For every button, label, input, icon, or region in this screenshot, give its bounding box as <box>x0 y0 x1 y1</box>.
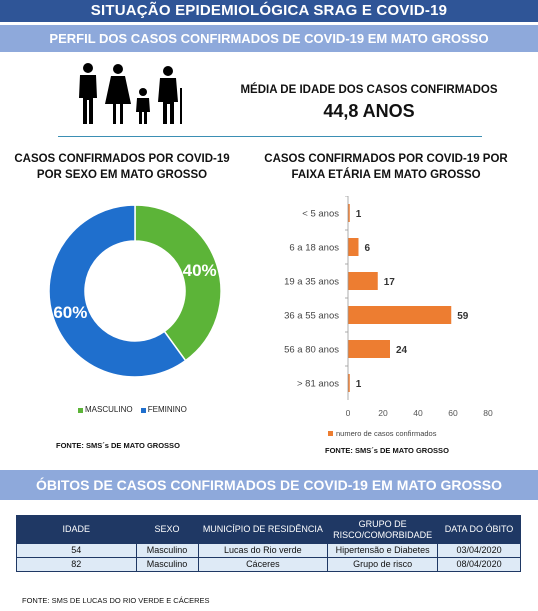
x-tick-label: 0 <box>346 408 351 418</box>
section-profile-header: PERFIL DOS CASOS CONFIRMADOS DE COVID-19… <box>0 25 538 52</box>
age-average-value: 44,8 ANOS <box>323 101 415 121</box>
table-row: 82 Masculino Cáceres Grupo de risco 08/0… <box>16 557 521 572</box>
column-header-grupo-risco: GRUPO DE RISCO/COMORBIDADE <box>327 515 439 544</box>
legend-label-feminino: FEMININO <box>147 405 187 415</box>
bar <box>348 238 359 256</box>
bar <box>348 306 452 324</box>
legend-label-masculino: MASCULINO <box>85 405 133 415</box>
x-tick-label: 20 <box>378 408 388 418</box>
age-average-label: MÉDIA DE IDADE DOS CASOS CONFIRMADOS <box>240 84 498 96</box>
deaths-table: IDADE SEXO MUNICÍPIO DE RESIDÊNCIA GRUPO… <box>16 515 521 572</box>
category-label: > 81 anos <box>297 379 339 390</box>
divider <box>58 136 482 137</box>
table-cell: Cáceres <box>197 557 329 572</box>
table-cell: 03/04/2020 <box>437 543 521 558</box>
table-header-row: IDADE SEXO MUNICÍPIO DE RESIDÊNCIA GRUPO… <box>16 515 521 544</box>
data-label: 6 <box>365 243 371 254</box>
data-label: 24 <box>396 345 408 356</box>
x-tick-label: 80 <box>483 408 493 418</box>
legend-swatch <box>328 431 333 436</box>
data-label: 1 <box>356 209 362 220</box>
table-cell: Hipertensão e Diabetes <box>327 543 439 558</box>
donut-label-masculino: 40% <box>183 261 217 280</box>
category-label: 36 a 55 anos <box>284 311 339 322</box>
report-title: SITUAÇÃO EPIDEMIOLÓGICA SRAG E COVID-19 <box>0 0 538 22</box>
sex-donut-chart: 40% 60% <box>48 204 222 378</box>
age-chart-title: CASOS CONFIRMADOS POR COVID-19 POR FAIXA… <box>264 153 508 181</box>
legend-item-masculino: MASCULINO <box>78 405 133 414</box>
data-label: 59 <box>457 311 469 322</box>
data-label: 1 <box>356 379 362 390</box>
legend-swatch-masculino <box>78 407 83 413</box>
category-label: 6 a 18 anos <box>289 243 339 254</box>
deaths-table-source: FONTE: SMS DE LUCAS DO RIO VERDE E CÁCER… <box>22 596 210 605</box>
table-row: 54 Masculino Lucas do Rio verde Hiperten… <box>16 543 521 558</box>
column-header-idade: IDADE <box>16 515 137 544</box>
family-icon <box>79 63 182 124</box>
category-label: 19 a 35 anos <box>284 277 339 288</box>
sex-chart-source: FONTE: SMS´s DE MATO GROSSO <box>56 441 180 450</box>
donut-label-feminino: 60% <box>53 303 87 322</box>
table-cell: Lucas do Rio verde <box>197 543 329 558</box>
category-label: 56 a 80 anos <box>284 345 339 356</box>
sex-chart-legend: MASCULINO FEMININO <box>78 405 193 414</box>
legend-item-feminino: FEMININO <box>140 405 187 415</box>
donut-slice-masculino <box>134 204 222 362</box>
table-cell: 54 <box>16 543 137 558</box>
legend-swatch-feminino <box>140 407 146 413</box>
section-deaths-header: ÓBITOS DE CASOS CONFIRMADOS DE COVID-19 … <box>0 470 538 500</box>
bar <box>348 340 390 358</box>
bar <box>348 272 378 290</box>
age-bar-chart: < 5 anos 1 6 a 18 anos 6 19 a 35 anos 17 36 a … <box>284 196 493 438</box>
data-label: 17 <box>384 277 396 288</box>
x-tick-label: 60 <box>448 408 458 418</box>
table-cell: 82 <box>16 557 137 572</box>
legend-label: numero de casos confirmados <box>336 429 437 438</box>
age-chart-source: FONTE: SMS´s DE MATO GROSSO <box>325 446 449 455</box>
table-cell: Masculino <box>135 543 199 558</box>
sex-chart-title: CASOS CONFIRMADOS POR COVID-19 POR SEXO … <box>14 153 230 181</box>
x-tick-label: 40 <box>413 408 423 418</box>
column-header-municipio: MUNICÍPIO DE RESIDÊNCIA <box>197 515 329 544</box>
table-cell: Masculino <box>135 557 199 572</box>
column-header-data-obito: DATA DO ÓBITO <box>437 515 521 544</box>
category-label: < 5 anos <box>302 209 339 220</box>
table-cell: Grupo de risco <box>327 557 439 572</box>
bar <box>348 204 350 222</box>
bar <box>348 374 350 392</box>
column-header-sexo: SEXO <box>135 515 199 544</box>
table-cell: 08/04/2020 <box>437 557 521 572</box>
donut-slice-feminino <box>48 204 187 378</box>
